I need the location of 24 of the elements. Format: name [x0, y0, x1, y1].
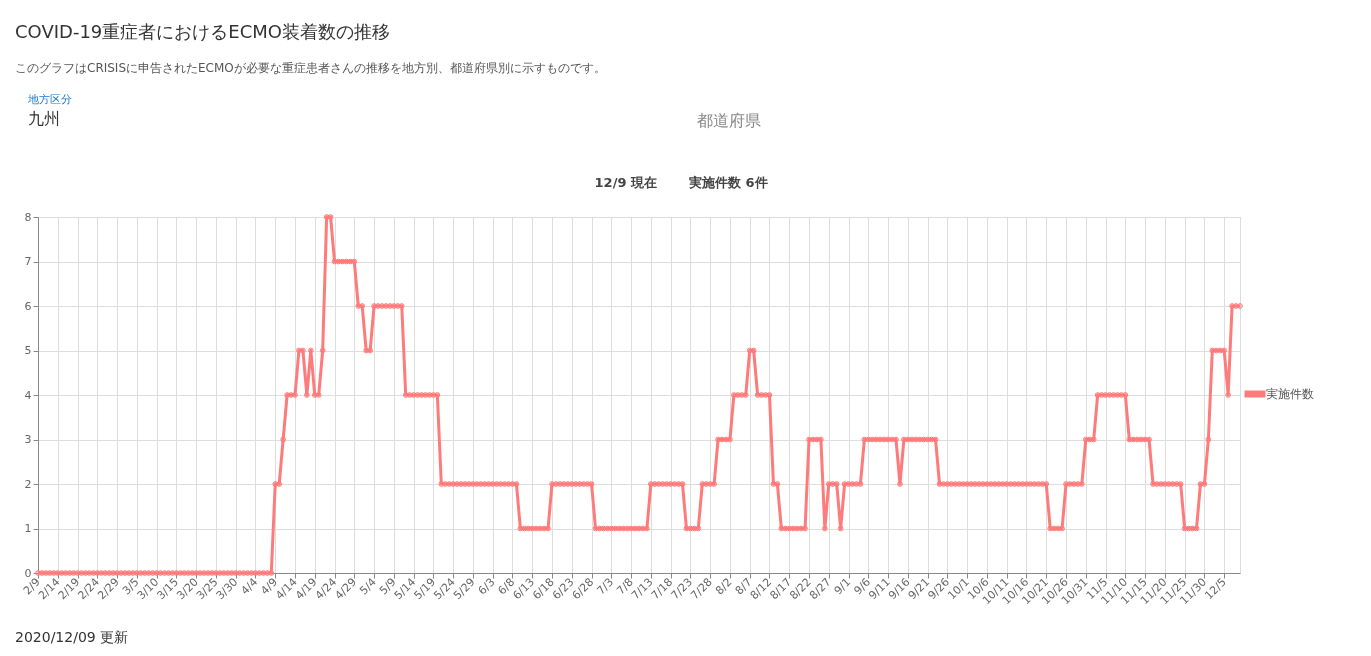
y-tick-label: 2: [24, 477, 32, 491]
y-tick-label: 3: [24, 433, 32, 446]
text: 地方区分: [27, 93, 72, 106]
y-tick-label: 0: [24, 566, 32, 580]
y-tick-label: 8: [24, 210, 32, 224]
x-tick-label: 7/3: [594, 575, 617, 598]
y-tick-label: 7: [24, 255, 32, 268]
x-tick-label: 6/3: [475, 575, 498, 598]
text: 九州: [28, 109, 60, 128]
x-tick-label: 5/4: [357, 575, 379, 598]
y-tick-label: 6: [24, 299, 32, 313]
x-tick-label: 8/2: [712, 575, 735, 598]
text: 実施件数 6件: [688, 175, 768, 190]
chart-subtitle: このグラフはCRISISに申告されたECMOが必要な重症患者さんの推移を地方別、都道府県別に示すものです。: [15, 61, 606, 75]
text: 12/9 現在: [594, 175, 657, 190]
text: 都道府県: [697, 111, 761, 130]
y-tick-label: 4: [24, 388, 32, 402]
chart-title: COVID-19重症者におけるECMO装着数の推移: [15, 21, 390, 42]
y-tick-label: 1: [24, 522, 32, 535]
x-tick-label: 4/4: [238, 575, 261, 598]
y-tick-label: 5: [24, 344, 32, 357]
x-tick-label: 9/1: [831, 575, 854, 598]
legend-label: 実施件数: [1266, 387, 1314, 401]
text: 2020/12/09 更新: [15, 629, 129, 645]
